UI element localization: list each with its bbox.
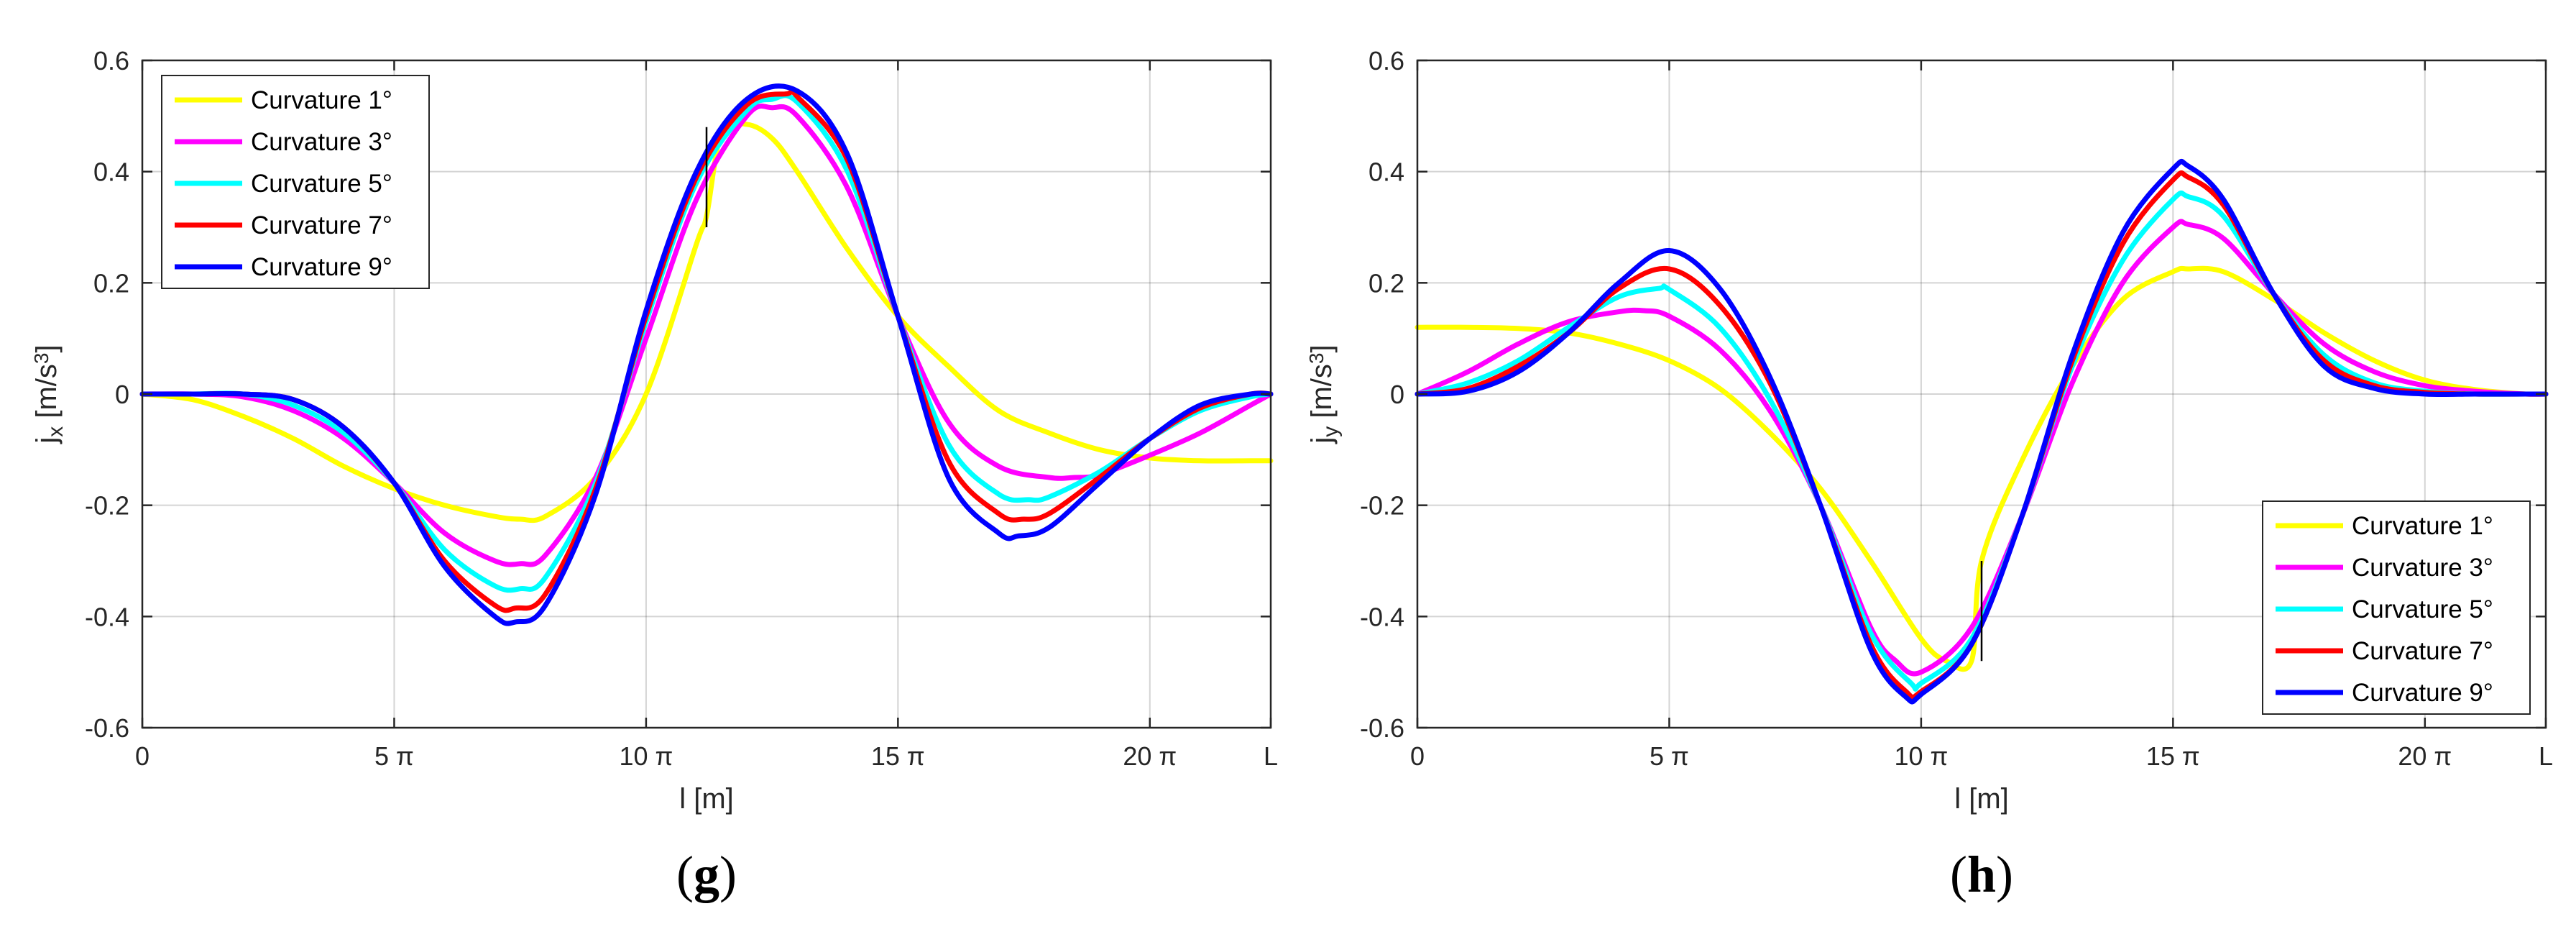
series-group xyxy=(1414,158,2549,705)
y-tick-label: 0 xyxy=(115,380,129,409)
series-line-curvature-1 xyxy=(139,119,1274,523)
y-tick-label: -0.4 xyxy=(85,602,129,631)
x-tick-label: 0 xyxy=(135,741,150,771)
x-tick-label: 15 π xyxy=(2146,741,2200,771)
x-tick-label: 20 π xyxy=(2398,741,2452,771)
x-tick-label: L xyxy=(1264,741,1278,771)
x-axis-label: l [m] xyxy=(1954,783,2009,815)
y-tick-label: -0.2 xyxy=(1360,491,1404,521)
x-tick-label: 15 π xyxy=(871,741,925,771)
x-tick-label: 20 π xyxy=(1123,741,1177,771)
y-tick-label: 0.2 xyxy=(93,268,129,298)
legend: Curvature 1° Curvature 3° Curvature 5° Curv… xyxy=(2262,500,2531,715)
y-tick-label: 0.4 xyxy=(93,157,129,187)
panel-label: (g) xyxy=(676,846,737,903)
legend-entry-label: Curvature 1° xyxy=(251,86,392,114)
y-axis-label: jy [m/s3] xyxy=(1305,344,1343,444)
y-tick-label: 0 xyxy=(1390,380,1404,409)
x-tick-label: 5 π xyxy=(374,741,414,771)
legend-entry-label: Curvature 3° xyxy=(251,128,392,156)
y-tick-label: 0.6 xyxy=(1368,46,1404,76)
panel-label: (h) xyxy=(1950,846,2013,903)
x-tick-label: 0 xyxy=(1410,741,1425,771)
y-tick-label: 0.6 xyxy=(93,46,129,76)
y-tick-label: -0.6 xyxy=(1360,713,1404,743)
chart-panel-h: 0 5 π 10 π 15 π 20 π L -0.6 -0.4 -0.2 0 0.2 0.4 0.6 l… xyxy=(1305,46,2553,903)
series-line-curvature-9 xyxy=(1414,158,2549,705)
y-tick-label: 0.2 xyxy=(1368,268,1404,298)
x-axis-label: l [m] xyxy=(679,783,734,815)
x-tick-label: 10 π xyxy=(619,741,673,771)
legend-entry-label: Curvature 9° xyxy=(2352,679,2493,707)
series-line-curvature-9 xyxy=(139,83,1274,626)
chart-panel-g: 0 5 π 10 π 15 π 20 π L -0.6 -0.4 -0.2 0 0.2 0.4 0.6 l… xyxy=(30,46,1278,903)
series-group xyxy=(139,83,1274,626)
x-tick-label: 10 π xyxy=(1894,741,1948,771)
legend-entry-label: Curvature 7° xyxy=(2352,637,2493,665)
legend-entry-label: Curvature 5° xyxy=(251,170,392,198)
legend-entry-label: Curvature 1° xyxy=(2352,512,2493,540)
legend-entry-label: Curvature 7° xyxy=(251,211,392,239)
y-tick-label: -0.6 xyxy=(85,713,129,743)
legend-entry-label: Curvature 3° xyxy=(2352,554,2493,582)
legend-entry-label: Curvature 9° xyxy=(251,253,392,281)
x-tick-label: L xyxy=(2539,741,2553,771)
y-tick-label: -0.2 xyxy=(85,491,129,521)
legend-entry-label: Curvature 5° xyxy=(2352,595,2493,623)
y-tick-label: 0.4 xyxy=(1368,157,1404,187)
x-tick-label: 5 π xyxy=(1650,741,1689,771)
y-tick-label: -0.4 xyxy=(1360,602,1404,631)
legend: Curvature 1° Curvature 3° Curvature 5° Curv… xyxy=(161,75,430,289)
y-axis-label: jx [m/s3] xyxy=(30,344,68,444)
